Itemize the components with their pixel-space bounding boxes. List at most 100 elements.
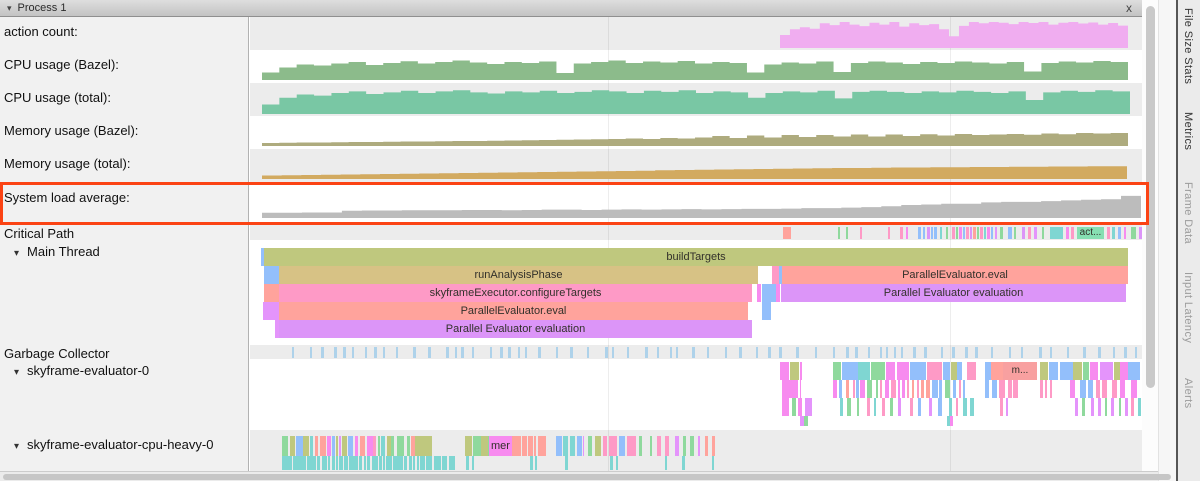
event-bar-fragment[interactable] bbox=[264, 284, 279, 302]
event-bar[interactable]: ParallelEvaluator.eval bbox=[279, 302, 748, 320]
track-label-evaluator0[interactable]: ▾ skyframe-evaluator-0 bbox=[14, 363, 149, 378]
evaluator0-tick bbox=[866, 398, 871, 416]
evaluator0-tick bbox=[1059, 362, 1074, 380]
evaluator0-tick bbox=[1048, 362, 1059, 380]
cpu-heavy-tick bbox=[287, 456, 292, 470]
event-bar-fragment[interactable] bbox=[762, 284, 776, 302]
evaluator0-tick bbox=[867, 380, 873, 398]
cpu-heavy-tick bbox=[488, 436, 489, 456]
event-bar[interactable]: Parallel Evaluator evaluation bbox=[781, 284, 1126, 302]
cpu-heavy-event-bar[interactable]: mer bbox=[489, 436, 512, 456]
cpu-heavy-block bbox=[538, 436, 546, 456]
evaluator0-tick bbox=[1137, 362, 1140, 380]
evaluator0-tick bbox=[833, 362, 842, 380]
counter-chart-mem_bazel[interactable] bbox=[262, 121, 1128, 146]
critical-path-tick bbox=[1028, 227, 1031, 239]
gc-tick bbox=[1049, 347, 1053, 358]
cpu-heavy-tick bbox=[426, 456, 432, 470]
track-label-mem_total: Memory usage (total): bbox=[4, 156, 130, 171]
track-label-cpu_heavy[interactable]: ▾ skyframe-evaluator-cpu-heavy-0 bbox=[14, 437, 213, 452]
event-bar-fragment[interactable] bbox=[264, 266, 279, 284]
evaluator0-tick bbox=[1006, 398, 1009, 416]
evaluator0-event-bar[interactable]: m... bbox=[1003, 362, 1037, 380]
counter-chart-mem_total[interactable] bbox=[262, 154, 1127, 179]
event-bar-fragment[interactable] bbox=[762, 302, 771, 320]
critical-path-tick bbox=[934, 227, 937, 239]
cpu-heavy-tick bbox=[385, 456, 389, 470]
cpu-heavy-tick bbox=[705, 436, 708, 456]
event-bar[interactable]: skyframeExecutor.configureTargets bbox=[279, 284, 752, 302]
evaluator0-tick bbox=[1091, 398, 1095, 416]
gc-tick bbox=[676, 347, 679, 358]
cpu-heavy-tick bbox=[332, 456, 336, 470]
counter-chart-sysload[interactable] bbox=[262, 192, 1141, 218]
event-bar-fragment[interactable] bbox=[757, 284, 761, 302]
cpu-heavy-tick bbox=[292, 456, 298, 470]
counter-chart-cpu_bazel[interactable] bbox=[262, 55, 1128, 80]
event-bar-fragment[interactable] bbox=[275, 320, 279, 338]
collapse-track-icon[interactable]: ▾ bbox=[14, 441, 20, 452]
cpu-heavy-tick bbox=[576, 436, 583, 456]
gc-tick bbox=[321, 347, 324, 358]
side-tab-file-size-stats[interactable]: File Size Stats bbox=[1182, 8, 1194, 85]
gc-tick bbox=[1039, 347, 1042, 358]
cpu-heavy-tick bbox=[420, 456, 426, 470]
event-bar[interactable]: runAnalysisPhase bbox=[279, 266, 758, 284]
side-tab-alerts[interactable]: Alerts bbox=[1182, 378, 1194, 409]
gc-tick bbox=[517, 347, 521, 358]
side-tab-input-latency[interactable]: Input Latency bbox=[1182, 272, 1194, 344]
critical-path-tick bbox=[956, 227, 958, 239]
side-tab-metrics[interactable]: Metrics bbox=[1182, 112, 1194, 151]
event-bar-fragment[interactable] bbox=[772, 266, 779, 284]
close-process-button[interactable]: x bbox=[1126, 1, 1132, 15]
evaluator0-tick bbox=[1120, 380, 1125, 398]
event-bar[interactable]: ParallelEvaluator.eval bbox=[782, 266, 1128, 284]
gc-tick bbox=[427, 347, 431, 358]
cpu-heavy-tick bbox=[690, 436, 694, 456]
vertical-scrollbar-thumb[interactable] bbox=[1146, 6, 1155, 388]
collapse-track-icon[interactable]: ▾ bbox=[14, 248, 20, 259]
gc-tick bbox=[846, 347, 849, 358]
evaluator0-tick bbox=[871, 362, 885, 380]
counter-chart-action_count[interactable] bbox=[780, 22, 1128, 48]
gc-tick bbox=[395, 347, 399, 358]
critical-path-tick bbox=[1066, 227, 1069, 239]
evaluator0-tick bbox=[839, 380, 842, 398]
cpu-heavy-tick bbox=[565, 456, 568, 470]
critical-path-tick bbox=[977, 227, 979, 239]
event-bar-fragment[interactable] bbox=[261, 248, 264, 266]
gc-tick bbox=[725, 347, 728, 358]
critical-path-event-bar[interactable]: act... bbox=[1077, 227, 1104, 239]
collapse-track-icon[interactable]: ▾ bbox=[14, 367, 20, 378]
track-label-main_thread[interactable]: ▾ Main Thread bbox=[14, 244, 100, 259]
evaluator0-tick bbox=[939, 380, 943, 398]
counter-chart-cpu_total[interactable] bbox=[262, 87, 1130, 114]
event-bar-fragment[interactable] bbox=[779, 266, 782, 284]
event-bar[interactable]: buildTargets bbox=[264, 248, 1128, 266]
gc-tick bbox=[656, 347, 660, 358]
event-bar-fragment[interactable] bbox=[776, 284, 780, 302]
evaluator0-tick bbox=[847, 398, 852, 416]
horizontal-scrollbar-thumb[interactable] bbox=[3, 474, 1171, 480]
critical-path-tick bbox=[906, 227, 908, 239]
cpu-heavy-tick bbox=[466, 456, 469, 470]
evaluator0-tick bbox=[890, 380, 897, 398]
gc-tick bbox=[364, 347, 368, 358]
gc-tick bbox=[901, 347, 904, 358]
evaluator0-tick bbox=[945, 380, 950, 398]
evaluator0-tick bbox=[852, 380, 855, 398]
side-tab-frame-data[interactable]: Frame Data bbox=[1182, 182, 1194, 245]
cpu-heavy-tick bbox=[583, 436, 584, 456]
cpu-heavy-tick bbox=[441, 456, 445, 470]
event-bar[interactable]: Parallel Evaluator evaluation bbox=[279, 320, 752, 338]
gc-tick bbox=[893, 347, 897, 358]
cpu-heavy-tick bbox=[326, 436, 332, 456]
timeline-gridline bbox=[608, 17, 609, 471]
gc-tick bbox=[1123, 347, 1127, 358]
cpu-heavy-tick bbox=[556, 436, 562, 456]
gc-tick bbox=[382, 347, 385, 358]
cpu-heavy-tick bbox=[619, 436, 626, 456]
event-bar-fragment[interactable] bbox=[263, 302, 279, 320]
collapse-process-icon[interactable]: ▾ bbox=[7, 2, 12, 13]
